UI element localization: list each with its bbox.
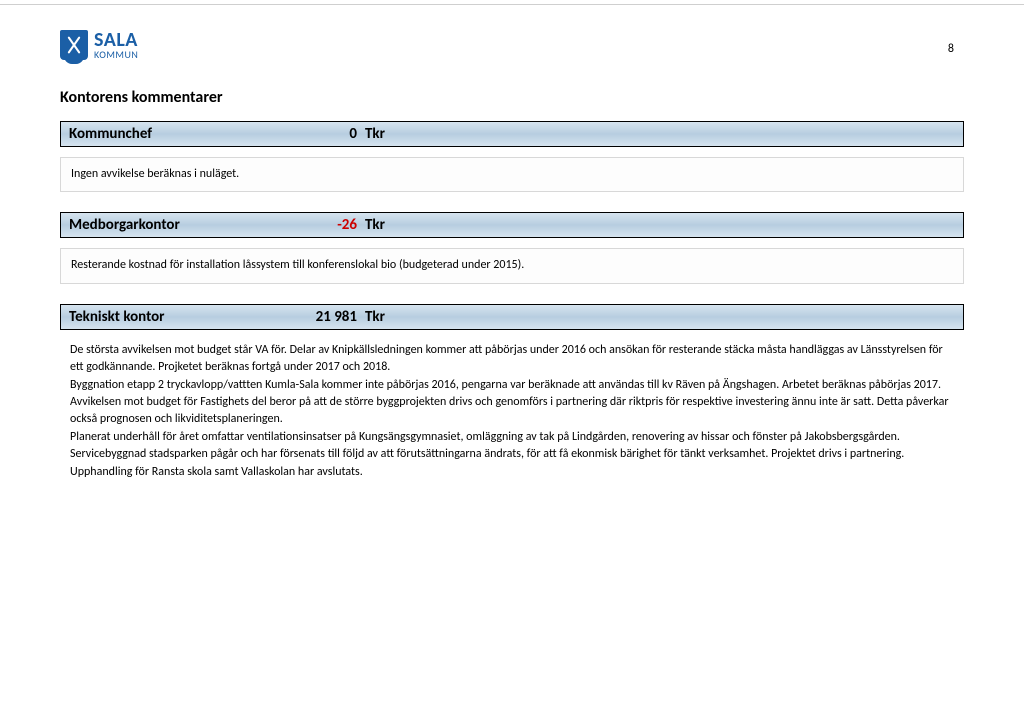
logo-block: SALA KOMMUN — [60, 30, 964, 60]
office-header: Tekniskt kontor 21 981 Tkr — [60, 304, 964, 330]
office-unit: Tkr — [365, 308, 385, 326]
office-block: Medborgarkontor -26 Tkr Resterande kostn… — [60, 212, 964, 283]
office-name: Medborgarkontor — [69, 216, 309, 234]
logo-name: SALA — [94, 30, 138, 50]
logo-sub: KOMMUN — [94, 50, 138, 60]
office-value: 21 981 — [309, 308, 357, 326]
office-unit: Tkr — [365, 216, 385, 234]
top-divider — [0, 4, 1024, 5]
office-block: Kommunchef 0 Tkr Ingen avvikelse beräkna… — [60, 121, 964, 192]
logo-tools-icon — [65, 36, 83, 54]
office-unit: Tkr — [365, 125, 385, 143]
logo-shield-icon — [60, 30, 88, 60]
office-value: -26 — [309, 216, 357, 234]
document-page: 8 SALA KOMMUN Kontorens kommentarer Komm… — [0, 0, 1024, 529]
section-title: Kontorens kommentarer — [60, 88, 964, 107]
page-number: 8 — [948, 42, 954, 56]
office-name: Tekniskt kontor — [69, 308, 309, 326]
office-header: Kommunchef 0 Tkr — [60, 121, 964, 147]
office-comment: Ingen avvikelse beräknas i nuläget. — [60, 157, 964, 192]
office-value: 0 — [309, 125, 357, 143]
office-comment: Resterande kostnad för installation låss… — [60, 248, 964, 283]
office-comment: De största avvikelsen mot budget står VA… — [60, 334, 964, 489]
office-header: Medborgarkontor -26 Tkr — [60, 212, 964, 238]
office-name: Kommunchef — [69, 125, 309, 143]
office-block: Tekniskt kontor 21 981 Tkr De största av… — [60, 304, 964, 489]
logo-text: SALA KOMMUN — [94, 30, 138, 60]
